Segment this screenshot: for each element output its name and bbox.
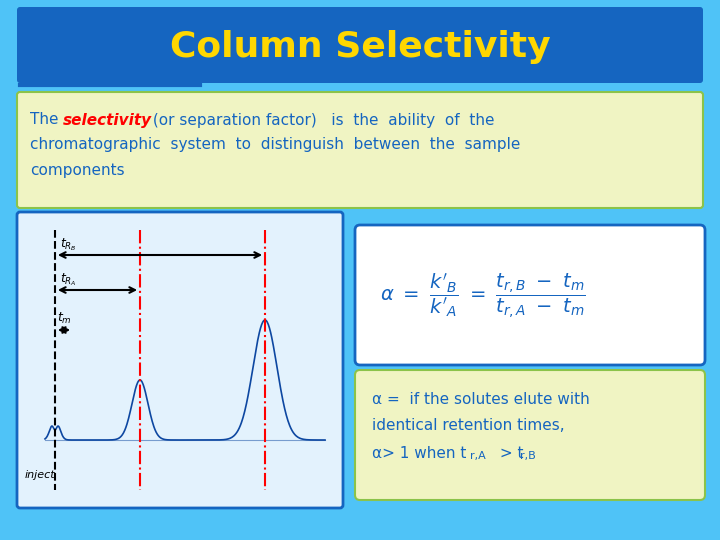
Text: identical retention times,: identical retention times,	[372, 417, 564, 433]
Text: $t_{R_B}$: $t_{R_B}$	[60, 236, 77, 253]
Text: > t: > t	[495, 446, 523, 461]
Text: r,B: r,B	[520, 451, 536, 461]
Text: α =  if the solutes elute with: α = if the solutes elute with	[372, 393, 590, 408]
Text: $\alpha\ =\ \dfrac{k'_B}{k'_A}\ =\ \dfrac{t_{r,B}\ -\ t_m}{t_{r,A}\ -\ t_m}$: $\alpha\ =\ \dfrac{k'_B}{k'_A}\ =\ \dfra…	[380, 272, 586, 321]
FancyBboxPatch shape	[355, 370, 705, 500]
FancyBboxPatch shape	[17, 7, 703, 83]
Text: chromatographic  system  to  distinguish  between  the  sample: chromatographic system to distinguish be…	[30, 138, 521, 152]
Text: Column Selectivity: Column Selectivity	[170, 30, 550, 64]
FancyBboxPatch shape	[17, 92, 703, 208]
Text: $t_m$: $t_m$	[57, 311, 72, 326]
Text: $t_{R_A}$: $t_{R_A}$	[60, 271, 77, 288]
Text: r,A: r,A	[470, 451, 486, 461]
Text: α> 1 when t: α> 1 when t	[372, 446, 467, 461]
Text: inject: inject	[25, 470, 55, 480]
Text: The: The	[30, 112, 63, 127]
Text: selectivity: selectivity	[63, 112, 152, 127]
Text: (or separation factor)   is  the  ability  of  the: (or separation factor) is the ability of…	[148, 112, 495, 127]
FancyBboxPatch shape	[17, 212, 343, 508]
FancyBboxPatch shape	[355, 225, 705, 365]
Text: components: components	[30, 163, 125, 178]
